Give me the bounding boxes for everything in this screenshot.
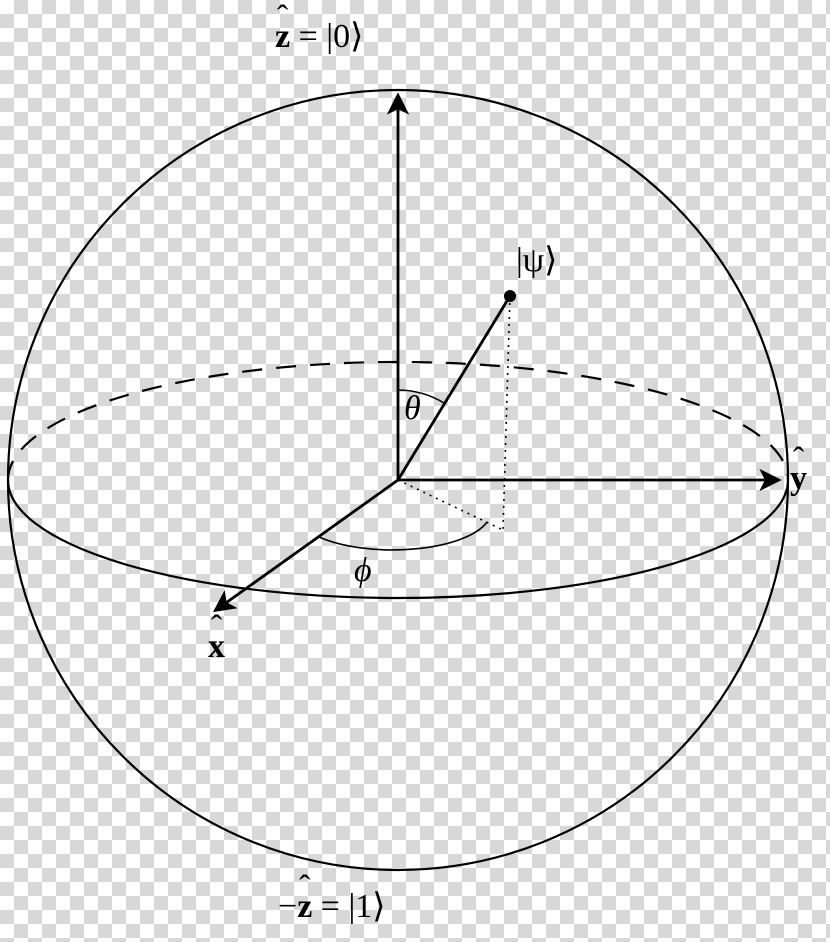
label-y: y — [790, 460, 807, 498]
theta-text: θ — [404, 390, 421, 427]
phi-arc — [319, 522, 487, 550]
label-x: x — [208, 628, 225, 666]
psi-text: |ψ⟩ — [516, 242, 557, 279]
state-vector — [398, 296, 510, 480]
label-z-top: z = |0⟩ — [275, 16, 363, 56]
label-z-bottom: −z = |1⟩ — [278, 886, 386, 926]
axis-x — [216, 480, 398, 610]
bloch-sphere-figure — [0, 0, 830, 942]
label-theta: θ — [404, 390, 421, 428]
dotted-drop — [503, 296, 510, 530]
label-phi: ϕ — [354, 552, 372, 590]
phi-text: ϕ — [354, 552, 372, 589]
equator-front — [8, 480, 788, 598]
label-psi: |ψ⟩ — [516, 240, 557, 280]
